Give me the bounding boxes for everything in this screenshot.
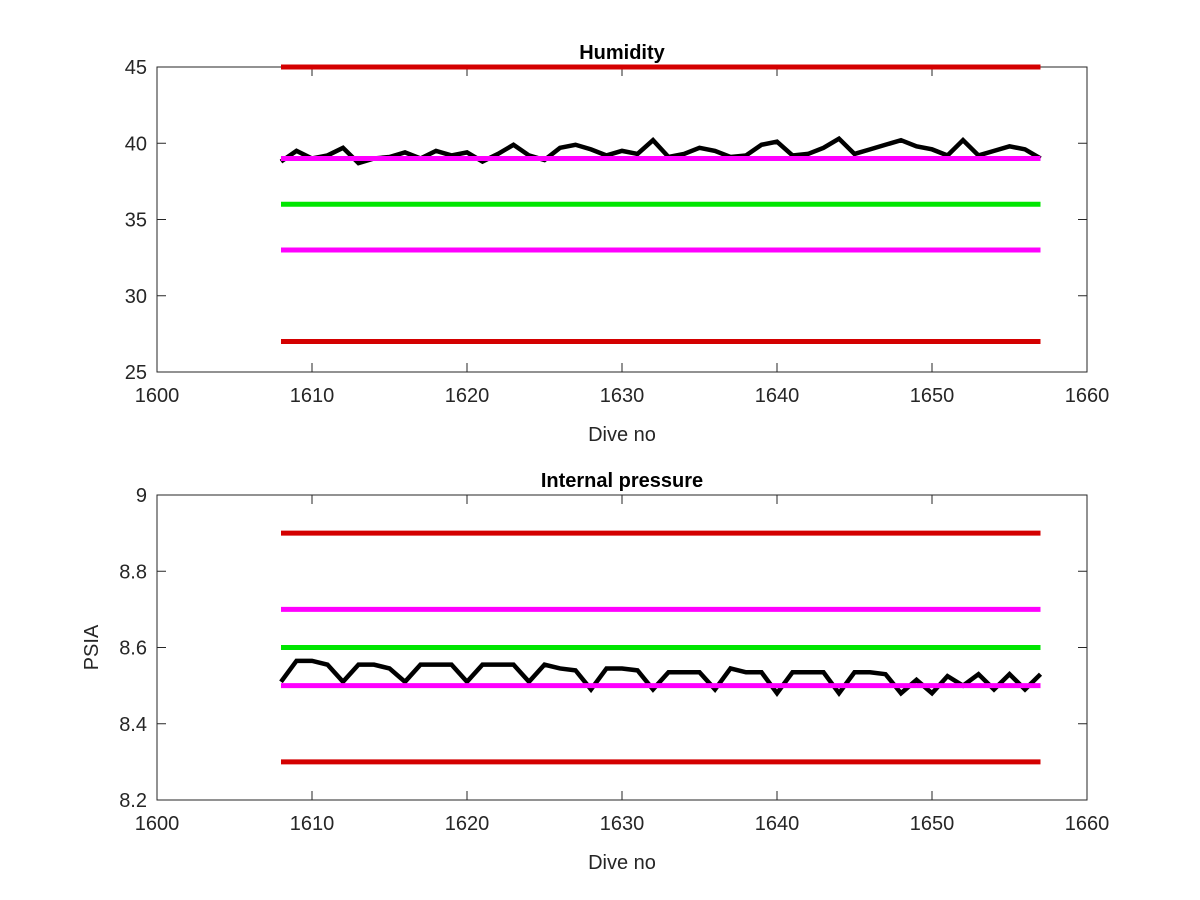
x-tick-label: 1650 xyxy=(910,813,955,835)
y-tick-label: 8.4 xyxy=(119,714,147,736)
x-tick-label: 1660 xyxy=(1065,813,1110,835)
x-tick-label: 1610 xyxy=(290,385,335,407)
x-tick-label: 1610 xyxy=(290,813,335,835)
x-axis-label: Dive no xyxy=(588,852,656,874)
x-tick-label: 1600 xyxy=(135,385,180,407)
x-tick-label: 1640 xyxy=(755,813,800,835)
y-tick-label: 8.2 xyxy=(119,790,147,812)
data-series-line xyxy=(279,658,1043,698)
data-series-line xyxy=(279,135,1042,166)
y-tick-label: 8.8 xyxy=(119,561,147,583)
x-tick-label: 1620 xyxy=(445,813,490,835)
x-tick-label: 1630 xyxy=(600,385,645,407)
chart-title: Humidity xyxy=(579,42,665,64)
y-tick-label: 8.6 xyxy=(119,638,147,660)
y-tick-label: 9 xyxy=(136,485,147,507)
y-tick-label: 35 xyxy=(125,210,147,232)
chart-panel-1: 1600 1610 1620 1630 1640 1650 1660 25 30 35 40 45 Hu… xyxy=(125,42,1110,446)
x-tick-label: 1630 xyxy=(600,813,645,835)
x-tick-label: 1640 xyxy=(755,385,800,407)
y-tick-label: 25 xyxy=(125,362,147,384)
y-axis-label: PSIA xyxy=(81,624,103,670)
chart-title: Internal pressure xyxy=(541,470,703,492)
x-tick-label: 1600 xyxy=(135,813,180,835)
x-tick-label: 1620 xyxy=(445,385,490,407)
x-tick-label: 1650 xyxy=(910,385,955,407)
y-tick-label: 30 xyxy=(125,286,147,308)
x-tick-label: 1660 xyxy=(1065,385,1110,407)
x-axis-label: Dive no xyxy=(588,424,656,446)
plot-area xyxy=(157,67,1087,372)
y-tick-label: 45 xyxy=(125,57,147,79)
chart-panel-2: 1600 1610 1620 1630 1640 1650 1660 8.2 8.4 8.6 8.8… xyxy=(81,470,1109,874)
y-tick-label: 40 xyxy=(125,133,147,155)
